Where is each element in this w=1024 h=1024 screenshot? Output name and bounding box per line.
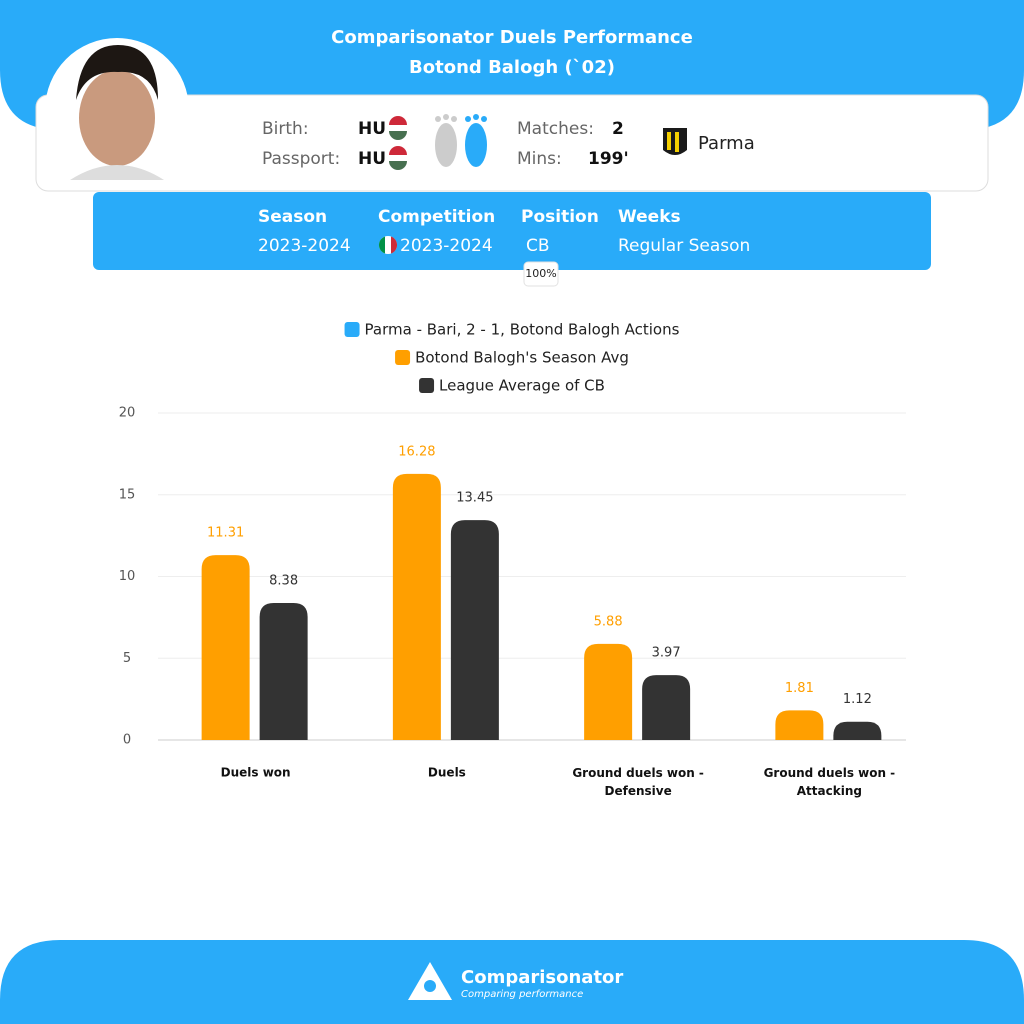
y-tick-label: 15 [119, 487, 136, 502]
value-label: 8.38 [269, 573, 298, 588]
mins-label: Mins: [517, 149, 562, 169]
avatar [70, 45, 164, 180]
team: Parma [698, 133, 755, 154]
y-tick-label: 0 [123, 733, 131, 748]
filter-value: 2023-2024 [258, 236, 351, 256]
value-label: 11.31 [207, 526, 244, 541]
bar [833, 721, 882, 740]
share-pill [523, 261, 559, 287]
legend-swatch [419, 378, 435, 393]
position-share: 100% [525, 267, 556, 280]
player-card [35, 94, 989, 192]
value-label: 1.81 [785, 681, 814, 696]
filter-header: Competition [378, 207, 495, 227]
filter-bar [93, 192, 931, 270]
subtitle: Botond Balogh (`02) [409, 57, 615, 78]
bar [450, 520, 499, 740]
bar [201, 555, 250, 740]
tagline: Comparing performance [461, 989, 583, 1000]
legend-swatch [344, 322, 360, 337]
value-label: 16.28 [398, 444, 435, 459]
birth: HU [358, 119, 386, 139]
bar [642, 675, 691, 740]
feet-icon [435, 114, 487, 167]
y-tick-label: 10 [119, 569, 136, 584]
filter-header: Season [258, 207, 327, 227]
matches: 2 [612, 119, 624, 139]
filter-header: Position [521, 207, 599, 227]
legend-label: League Average of CB [439, 377, 605, 395]
filter-value: CB [526, 236, 550, 256]
title: Comparisonator Duels Performance [331, 27, 693, 48]
bar [392, 473, 441, 740]
flag-hu [389, 146, 407, 170]
passport: HU [358, 149, 386, 169]
filter-value: 2023-2024 [400, 236, 493, 256]
bar [584, 643, 633, 740]
flag-it [378, 236, 398, 254]
bar [259, 602, 308, 740]
brand-logo [408, 962, 452, 1000]
value-label: 5.88 [594, 614, 623, 629]
bar [775, 710, 824, 740]
mins: 199' [588, 149, 629, 169]
passport-label: Passport: [262, 149, 340, 169]
value-label: 1.12 [843, 692, 872, 707]
filter-value: Regular Season [618, 236, 750, 256]
x-tick-label: Duels [428, 766, 466, 780]
flag-hu [389, 116, 407, 140]
footer-band [0, 940, 1024, 1024]
legend-swatch [395, 350, 411, 365]
matches-label: Matches: [517, 119, 594, 139]
value-label: 13.45 [456, 491, 493, 506]
value-label: 3.97 [652, 646, 681, 661]
x-tick-label: Ground duels won -Defensive [572, 766, 704, 798]
brand: Comparisonator [461, 967, 623, 988]
y-tick-label: 5 [123, 651, 131, 666]
y-tick-label: 20 [119, 406, 136, 421]
legend-label: Botond Balogh's Season Avg [415, 349, 629, 367]
chart: Parma - Bari, 2 - 1, Botond Balogh Actio… [119, 321, 906, 798]
x-tick-label: Ground duels won -Attacking [764, 766, 896, 798]
legend-label: Parma - Bari, 2 - 1, Botond Balogh Actio… [365, 321, 680, 339]
x-tick-label: Duels won [221, 766, 291, 780]
filter-header: Weeks [618, 207, 681, 227]
team-logo [663, 128, 687, 155]
birth-label: Birth: [262, 119, 309, 139]
